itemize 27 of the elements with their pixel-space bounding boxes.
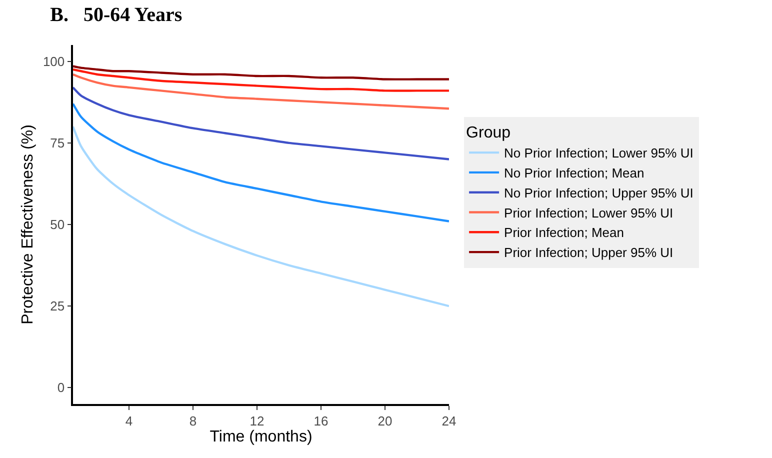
x-tick-label: 12 <box>250 413 264 428</box>
chart-title: B. 50-64 Years <box>50 4 182 26</box>
line-series <box>73 65 449 80</box>
x-tick-label: 24 <box>442 413 456 428</box>
legend-label: No Prior Infection; Mean <box>504 166 644 181</box>
y-tick-label: 75 <box>50 135 65 150</box>
y-tick-label: 100 <box>42 54 65 69</box>
line-series <box>73 73 449 110</box>
line-series <box>73 86 449 160</box>
x-tick-label: 16 <box>314 413 328 428</box>
y-tick-label: 0 <box>57 380 65 396</box>
x-tick-label: 8 <box>189 413 197 428</box>
legend-title: Group <box>466 124 511 142</box>
line-series <box>73 125 449 308</box>
x-tick-label: 20 <box>378 413 392 428</box>
x-axis-title: Time (months) <box>210 428 312 446</box>
legend-label: Prior Infection; Lower 95% UI <box>504 205 674 220</box>
legend-label: No Prior Infection; Upper 95% UI <box>504 185 694 200</box>
legend-label: Prior Infection; Upper 95% UI <box>504 245 674 260</box>
x-tick-label: 4 <box>125 413 133 428</box>
y-tick-label: 25 <box>50 298 65 314</box>
y-tick-label: 50 <box>50 217 65 232</box>
y-axis-title: Protective Effectiveness (%) <box>19 124 36 324</box>
line-series <box>73 102 449 222</box>
line-series <box>73 68 449 92</box>
legend-label: No Prior Infection; Lower 95% UI <box>504 146 694 161</box>
legend-label: Prior Infection; Mean <box>504 225 624 240</box>
